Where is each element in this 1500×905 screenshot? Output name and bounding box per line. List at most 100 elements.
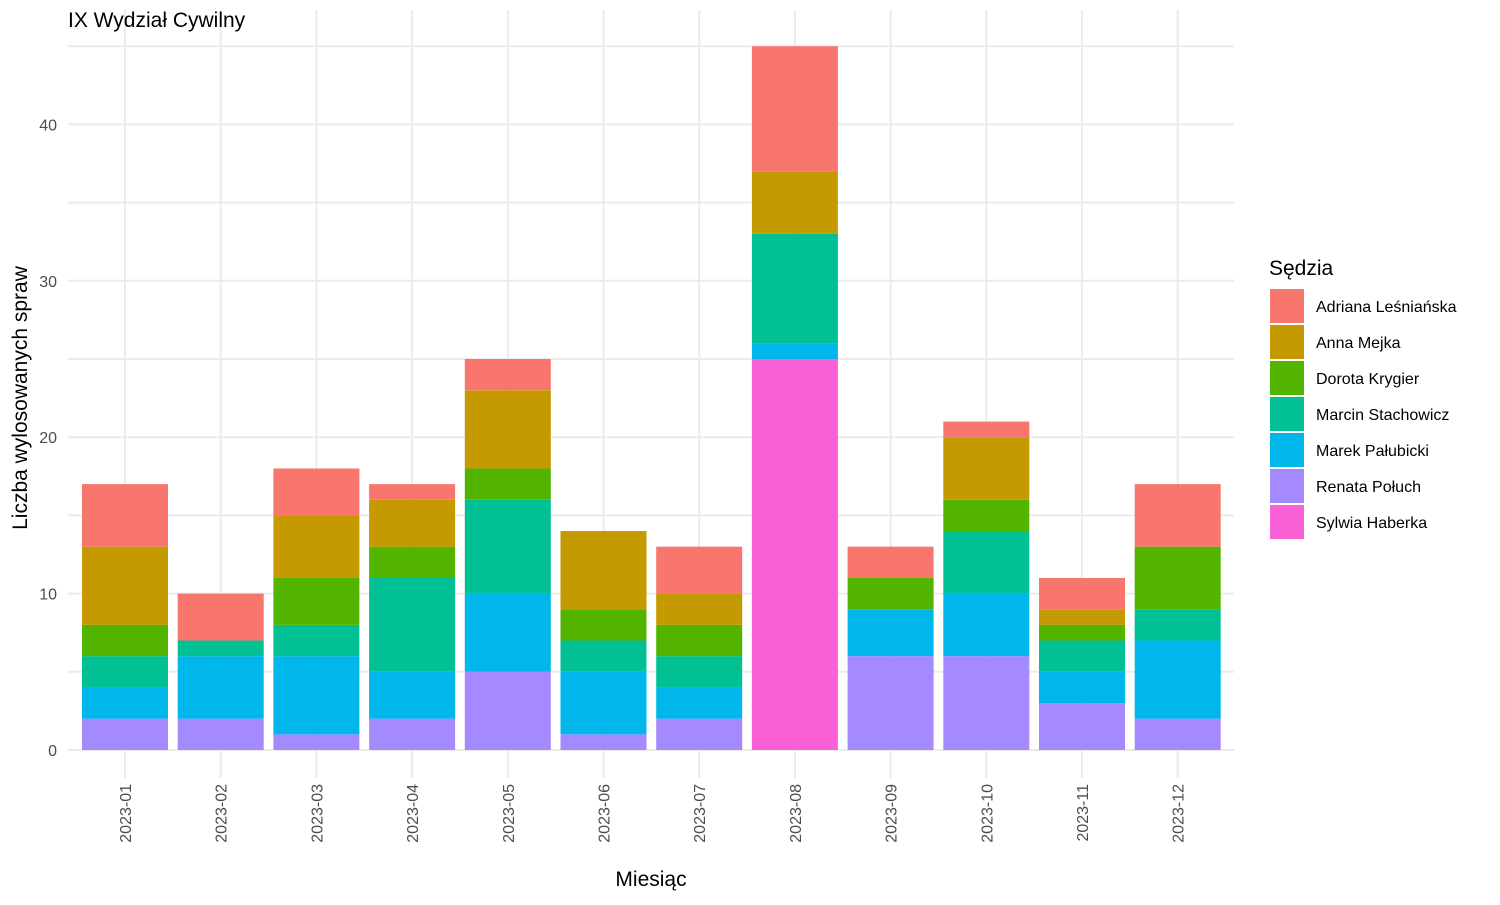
bar-segment	[560, 609, 647, 641]
bar-segment	[464, 593, 551, 672]
bar-segment	[1134, 718, 1221, 750]
x-tick-label: 2023-12	[1171, 784, 1188, 843]
bar-segment	[847, 577, 934, 610]
bar-segment	[82, 546, 168, 625]
legend-label: Marek Pałubicki	[1316, 443, 1429, 460]
y-axis-ticks: 0 10 20 30 40	[39, 117, 57, 760]
y-tick-label: 30	[39, 274, 57, 291]
bar-segment	[273, 656, 360, 735]
legend-title: Sędzia	[1269, 257, 1334, 280]
bar-segment	[177, 656, 264, 719]
legend-label: Renata Połuch	[1316, 479, 1421, 496]
bar-segment	[943, 421, 1030, 438]
x-axis-title: Miesiąc	[615, 868, 686, 891]
bar-segment	[943, 593, 1030, 657]
bar-segment	[464, 671, 551, 750]
legend: Sędzia Adriana Leśniańska Anna Mejka Dorot…	[1269, 257, 1457, 539]
x-tick-label: 2023-03	[309, 784, 326, 843]
x-tick-label: 2023-02	[214, 784, 231, 843]
bar-segment	[464, 499, 551, 594]
y-tick-label: 40	[39, 117, 57, 134]
bar-segment	[656, 656, 743, 688]
bar-segment	[656, 546, 743, 594]
bar-segment	[751, 233, 838, 344]
x-tick-label: 2023-05	[501, 784, 518, 843]
bar-segment	[273, 624, 360, 657]
bar-segment	[943, 437, 1030, 500]
bar-segment	[1134, 484, 1221, 547]
x-axis-ticks: 2023-01 2023-02 2023-03 2023-04 2023-05 2023-…	[118, 784, 1188, 843]
bar-segment	[847, 609, 934, 657]
bar-segment	[369, 718, 456, 750]
bar-segment	[1134, 609, 1221, 641]
bar-segment	[560, 734, 647, 750]
bar-segment	[560, 640, 647, 672]
bar-segment	[751, 359, 838, 750]
bar-segment	[273, 734, 360, 750]
bar-segment	[82, 656, 168, 688]
bar-segment	[1134, 640, 1221, 719]
bar-segment	[560, 671, 647, 735]
bar-segment	[943, 656, 1030, 750]
x-tick-label: 2023-10	[979, 784, 996, 843]
y-tick-label: 20	[39, 430, 57, 447]
y-axis-title: Liczba wylosowanych spraw	[9, 265, 32, 530]
bar-segment	[1039, 640, 1125, 672]
legend-swatch	[1270, 289, 1304, 323]
bar-segment	[1134, 546, 1221, 610]
bar-segment	[369, 546, 456, 578]
bar-segment	[273, 577, 360, 625]
bar-segment	[656, 718, 743, 750]
x-tick-label: 2023-09	[884, 784, 901, 843]
bar-segment	[751, 171, 838, 234]
x-tick-label: 2023-01	[118, 784, 135, 843]
bar-segment	[369, 577, 456, 672]
legend-label: Sylwia Haberka	[1316, 515, 1427, 532]
bar-segment	[560, 531, 647, 610]
x-tick-label: 2023-04	[405, 784, 422, 843]
bar-segment	[177, 593, 264, 641]
legend-swatch	[1270, 469, 1304, 503]
bar-segment	[82, 484, 168, 547]
bars-layer	[82, 46, 1221, 750]
bar-segment	[273, 515, 360, 578]
bar-segment	[847, 546, 934, 578]
bar-segment	[1039, 703, 1125, 750]
legend-swatch	[1270, 325, 1304, 359]
bar-segment	[464, 390, 551, 469]
legend-label: Dorota Krygier	[1316, 371, 1420, 388]
bar-segment	[464, 359, 551, 391]
bar-segment	[82, 687, 168, 719]
bar-segment	[464, 468, 551, 500]
bar-segment	[751, 46, 838, 172]
chart-title: IX Wydział Cywilny	[68, 9, 246, 32]
bar-segment	[751, 343, 838, 359]
y-tick-label: 0	[48, 743, 57, 760]
legend-label: Adriana Leśniańska	[1316, 299, 1457, 316]
x-tick-label: 2023-11	[1075, 784, 1092, 842]
x-tick-label: 2023-06	[597, 784, 614, 843]
bar-segment	[82, 718, 168, 750]
legend-label: Anna Mejka	[1316, 335, 1401, 352]
bar-segment	[1039, 624, 1125, 641]
bar-segment	[1039, 671, 1125, 704]
bar-segment	[369, 499, 456, 547]
y-tick-label: 10	[39, 587, 57, 604]
bar-segment	[273, 468, 360, 516]
bar-segment	[369, 484, 456, 500]
legend-swatch	[1270, 505, 1304, 539]
bar-segment	[656, 593, 743, 625]
bar-segment	[656, 624, 743, 657]
bar-segment	[943, 531, 1030, 594]
x-tick-label: 2023-08	[788, 784, 805, 843]
bar-segment	[177, 640, 264, 657]
bar-segment	[943, 499, 1030, 532]
legend-swatch	[1270, 433, 1304, 467]
legend-label: Marcin Stachowicz	[1316, 407, 1449, 424]
bar-segment	[82, 624, 168, 657]
bar-segment	[1039, 609, 1125, 625]
bar-segment	[369, 671, 456, 719]
legend-swatch	[1270, 361, 1304, 395]
